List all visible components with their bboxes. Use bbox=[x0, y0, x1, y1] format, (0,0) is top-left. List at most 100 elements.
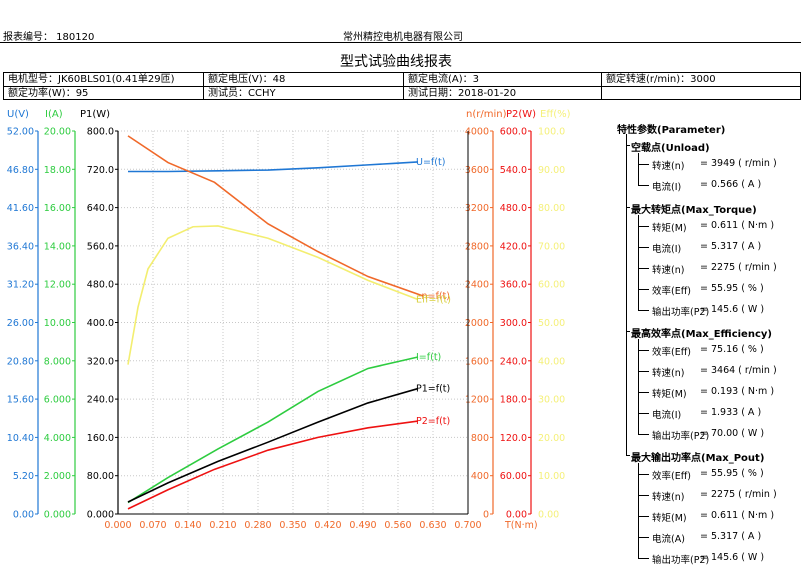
u-axis-title: U(V) bbox=[7, 109, 29, 120]
u-tick-label: 52.00 bbox=[7, 127, 34, 138]
parameter-value: = 3949 ( r/min ) bbox=[700, 158, 777, 169]
info-table: 电机型号：JK60BLS01(0.41单29匝) 额定电压(V)：48 额定电流… bbox=[3, 72, 801, 100]
p2-tick-label: 60.00 bbox=[500, 471, 527, 482]
n-axis-title: n(r/min) bbox=[466, 109, 507, 120]
x-tick-label: 0.140 bbox=[174, 520, 201, 531]
i-tick-label: 2.000 bbox=[44, 471, 71, 482]
i-tick-label: 18.00 bbox=[44, 165, 71, 176]
parameter-label: 电流(I) bbox=[652, 410, 682, 421]
x-tick-label: 0.420 bbox=[314, 520, 341, 531]
p2-tick-label: 480.0 bbox=[500, 203, 527, 214]
rated-power: 额定功率(W)：95 bbox=[8, 88, 89, 99]
p2-axis-title: P2(W) bbox=[506, 109, 536, 120]
parameter-branch bbox=[638, 537, 649, 538]
parameter-title: 特性参数(Parameter) bbox=[617, 125, 726, 136]
parameter-root-branch bbox=[626, 207, 630, 208]
tester: 测试员：CCHY bbox=[208, 88, 276, 99]
p1-tick-label: 0.000 bbox=[87, 510, 114, 521]
x-tick-label: 0.210 bbox=[209, 520, 236, 531]
eff-tick-label: 100.0 bbox=[538, 127, 565, 138]
x-tick-label: 0.490 bbox=[349, 520, 376, 531]
x-tick-label: 0.350 bbox=[279, 520, 306, 531]
parameter-value: = 70.00 ( W ) bbox=[700, 428, 765, 439]
parameter-branch bbox=[638, 474, 649, 475]
series-u-label: U=f(t) bbox=[416, 157, 445, 168]
parameter-group-stem bbox=[638, 215, 639, 310]
parameter-branch bbox=[638, 289, 649, 290]
n-tick-label: 3600 bbox=[465, 165, 489, 176]
parameter-label: 电流(I) bbox=[652, 244, 682, 255]
series-eff-line bbox=[127, 225, 419, 365]
series-p2-line bbox=[127, 420, 419, 510]
u-tick-label: 26.00 bbox=[7, 318, 34, 329]
parameter-label: 效率(Eff) bbox=[652, 347, 691, 358]
eff-tick-label: 80.00 bbox=[538, 203, 565, 214]
n-tick-label: 400 bbox=[471, 471, 489, 482]
u-tick-label: 0.00 bbox=[13, 510, 34, 521]
p2-tick-label: 360.0 bbox=[500, 280, 527, 291]
p1-tick-label: 480.0 bbox=[87, 280, 114, 291]
parameter-value: = 0.611 ( N·m ) bbox=[700, 220, 775, 231]
n-tick-label: 1200 bbox=[465, 395, 489, 406]
eff-tick-label: 10.00 bbox=[538, 471, 565, 482]
parameter-branch bbox=[638, 164, 649, 165]
u-tick-label: 5.20 bbox=[13, 471, 34, 482]
parameter-branch bbox=[638, 392, 649, 393]
parameter-value: = 75.16 ( % ) bbox=[700, 344, 764, 355]
eff-tick-label: 30.00 bbox=[538, 395, 565, 406]
u-tick-label: 46.80 bbox=[7, 165, 34, 176]
parameter-value: = 2275 ( r/min ) bbox=[700, 489, 777, 500]
p1-tick-label: 240.0 bbox=[87, 395, 114, 406]
parameter-branch bbox=[638, 434, 649, 435]
parameter-group-stem bbox=[638, 339, 639, 434]
parameter-label: 效率(Eff) bbox=[652, 471, 691, 482]
p2-tick-label: 120.0 bbox=[500, 433, 527, 444]
i-tick-label: 10.00 bbox=[44, 318, 71, 329]
parameter-branch bbox=[638, 350, 649, 351]
eff-tick-label: 40.00 bbox=[538, 356, 565, 367]
u-tick-label: 36.40 bbox=[7, 241, 34, 252]
parameter-label: 转速(n) bbox=[652, 368, 685, 379]
series-p2-label: P2=f(t) bbox=[416, 416, 450, 427]
parameter-value: = 5.317 ( A ) bbox=[700, 531, 762, 542]
series-eff-label: Eff=f(t) bbox=[416, 295, 451, 306]
n-tick-label: 2400 bbox=[465, 280, 489, 291]
n-tick-label: 4000 bbox=[465, 127, 489, 138]
parameter-label: 转速(n) bbox=[652, 161, 685, 172]
motor-model: 电机型号：JK60BLS01(0.41单29匝) bbox=[8, 74, 175, 85]
parameter-root-stem bbox=[626, 134, 627, 455]
parameter-label: 输出功率(P2) bbox=[652, 431, 710, 442]
parameter-label: 效率(Eff) bbox=[652, 286, 691, 297]
series-p1-label: P1=f(t) bbox=[416, 384, 450, 395]
test-date: 测试日期：2018-01-20 bbox=[408, 88, 517, 99]
n-tick-label: 0 bbox=[483, 510, 489, 521]
p2-tick-label: 420.0 bbox=[500, 241, 527, 252]
i-tick-label: 16.00 bbox=[44, 203, 71, 214]
series-p1-line bbox=[127, 387, 419, 503]
x-tick-label: 0.630 bbox=[419, 520, 446, 531]
parameter-branch bbox=[638, 371, 649, 372]
p1-tick-label: 80.00 bbox=[87, 471, 114, 482]
i-tick-label: 8.000 bbox=[44, 356, 71, 367]
series-n-label: n=f(t) bbox=[422, 291, 450, 302]
parameter-group-title: 最高效率点(Max_Efficiency) bbox=[631, 329, 772, 340]
parameter-label: 输出功率(P2) bbox=[652, 307, 710, 318]
p1-tick-label: 720.0 bbox=[87, 165, 114, 176]
parameter-group-stem bbox=[638, 463, 639, 558]
parameter-group-title: 最大输出功率点(Max_Pout) bbox=[631, 453, 765, 464]
eff-tick-label: 90.00 bbox=[538, 165, 565, 176]
i-axis-title: I(A) bbox=[45, 109, 63, 120]
p2-tick-label: 240.0 bbox=[500, 356, 527, 367]
rated-speed: 额定转速(r/min)：3000 bbox=[606, 74, 716, 85]
parameter-value: = 1.933 ( A ) bbox=[700, 407, 762, 418]
x-tick-label: 0.700 bbox=[454, 520, 481, 531]
parameter-label: 电流(A) bbox=[652, 534, 685, 545]
x-tick-label: 0.280 bbox=[244, 520, 271, 531]
report-title: 型式试验曲线报表 bbox=[340, 54, 452, 70]
x-tick-label: 0.000 bbox=[104, 520, 131, 531]
p1-tick-label: 400.0 bbox=[87, 318, 114, 329]
n-tick-label: 800 bbox=[471, 433, 489, 444]
u-tick-label: 20.80 bbox=[7, 356, 34, 367]
parameter-value: = 145.6 ( W ) bbox=[700, 304, 765, 315]
u-tick-label: 15.60 bbox=[7, 395, 34, 406]
